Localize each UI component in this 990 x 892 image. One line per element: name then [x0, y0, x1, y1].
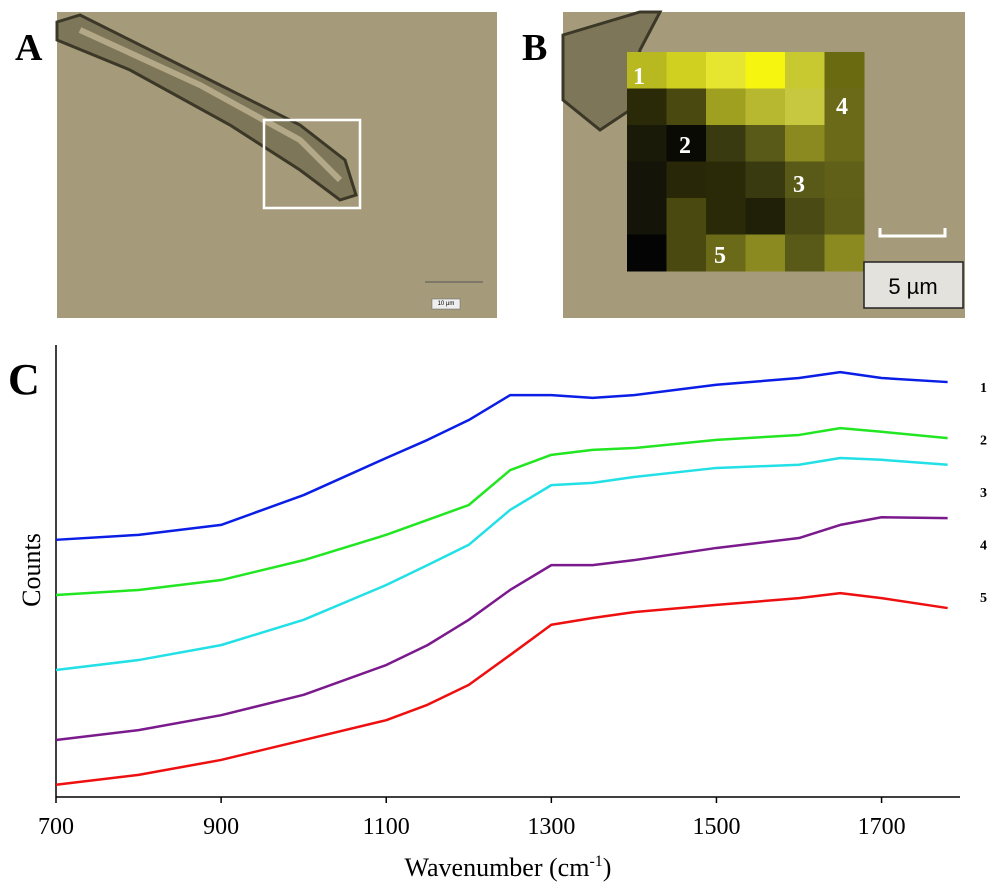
map-cell [824, 198, 865, 235]
legend-label: 1 [980, 381, 987, 396]
map-cell [706, 161, 746, 199]
map-cell [745, 234, 786, 272]
map-cell [706, 125, 746, 162]
map-cell [785, 161, 825, 199]
x-tick-label: 700 [38, 814, 74, 840]
map-cell [706, 234, 746, 272]
scale-box [431, 298, 461, 310]
map-cell [785, 125, 825, 162]
map-cell [745, 161, 786, 199]
map-cell [745, 52, 786, 89]
x-axis-label-suffix: ) [603, 853, 612, 882]
fiber [55, 13, 358, 202]
map-cell [627, 125, 667, 162]
map-cell [706, 198, 746, 235]
x-axis-label-text: Wavenumber (cm [405, 853, 590, 882]
map-cell [627, 198, 667, 235]
map-cell [666, 88, 707, 126]
x-tick-label: 1500 [692, 814, 740, 840]
map-cell [706, 52, 746, 89]
panel-label: C [8, 355, 40, 404]
map-cell [824, 161, 865, 199]
x-tick-label: 900 [203, 814, 239, 840]
map-marker: 2 [679, 133, 691, 159]
scale-box [863, 261, 964, 309]
photo-a: 10 µm [55, 12, 497, 318]
map-cell [824, 88, 865, 126]
map-cell [666, 52, 707, 89]
series-line [55, 515, 948, 742]
map-cell [666, 161, 707, 199]
series-line [55, 426, 948, 597]
map-cell [824, 125, 865, 162]
x-tick-label: 1300 [527, 814, 575, 840]
map-cell [824, 234, 865, 272]
photo-b: 5 µm [561, 10, 965, 318]
x-axis-label-sup: -1 [589, 853, 602, 870]
map-cell [785, 234, 825, 272]
map-marker: 3 [793, 172, 805, 198]
legend-label: 5 [980, 591, 987, 606]
map-cell [627, 234, 667, 272]
scale-bar [878, 228, 947, 238]
intensity-map [627, 52, 865, 272]
legend-label: 4 [980, 539, 987, 554]
map-marker: 1 [633, 64, 645, 90]
chart: 700 900 1100 1300 1500 1700 1 2 3 4 5 [38, 345, 987, 840]
map-marker: 5 [714, 243, 726, 269]
map-cell [666, 234, 707, 272]
legend-label: 2 [980, 434, 987, 449]
y-axis-label: Counts [17, 533, 46, 607]
map-cell [666, 125, 707, 162]
map-cell [785, 52, 825, 89]
series-line [55, 456, 948, 672]
map-cell [627, 88, 667, 126]
map-cell [666, 198, 707, 235]
series-line [55, 370, 948, 542]
x-tick-label: 1100 [363, 814, 410, 840]
map-cell [745, 125, 786, 162]
x-tick-label: 1700 [858, 814, 906, 840]
legend-label: 3 [980, 486, 987, 501]
map-cell [745, 88, 786, 126]
map-cell [824, 52, 865, 89]
panel-label: B [522, 27, 547, 69]
fiber-highlight [78, 27, 343, 183]
map-cell [745, 198, 786, 235]
series-line [55, 591, 948, 787]
map-cell [785, 198, 825, 235]
map-cell [627, 52, 667, 89]
panel-label: A [15, 27, 43, 69]
scale-label: 10 µm [438, 301, 455, 307]
map-cell [627, 161, 667, 199]
map-cell [785, 88, 825, 126]
x-axis-label: Wavenumber (cm-1) [405, 853, 612, 882]
scale-label: 5 µm [888, 274, 937, 299]
map-cell [706, 88, 746, 126]
zoom-box [262, 118, 362, 210]
map-marker: 4 [836, 94, 848, 120]
